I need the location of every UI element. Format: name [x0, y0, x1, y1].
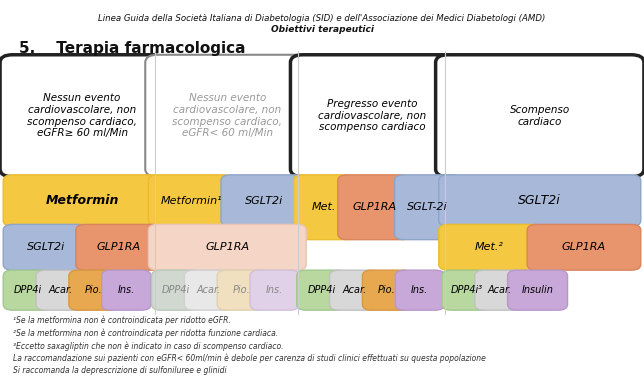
Text: Insulin: Insulin	[522, 285, 553, 295]
FancyBboxPatch shape	[217, 270, 267, 310]
FancyBboxPatch shape	[363, 270, 412, 310]
FancyBboxPatch shape	[3, 224, 88, 270]
Text: Met.²: Met.²	[475, 242, 504, 252]
Text: ³Eccetto saxagliptin che non è indicato in caso di scompenso cardiaco.: ³Eccetto saxagliptin che non è indicato …	[13, 341, 283, 351]
FancyBboxPatch shape	[439, 224, 540, 270]
Text: Acar.: Acar.	[488, 285, 511, 295]
FancyBboxPatch shape	[442, 270, 491, 310]
Text: GLP1RA: GLP1RA	[562, 242, 606, 252]
Text: Linea Guida della Società Italiana di Diabetologia (SID) e dell'Associazione dei: Linea Guida della Società Italiana di Di…	[99, 13, 545, 23]
Text: ¹Se la metformina non è controindicata per ridotto eGFR.: ¹Se la metformina non è controindicata p…	[13, 316, 231, 325]
FancyBboxPatch shape	[76, 224, 161, 270]
FancyBboxPatch shape	[475, 270, 524, 310]
Text: Acar.: Acar.	[197, 285, 221, 295]
Text: Obiettivi terapeutici: Obiettivi terapeutici	[270, 25, 374, 34]
FancyBboxPatch shape	[221, 175, 306, 226]
FancyBboxPatch shape	[527, 224, 641, 270]
FancyBboxPatch shape	[3, 270, 52, 310]
Text: Nessun evento
cardiovascolare, non
scompenso cardiaco,
eGFR≥ 60 ml/Min: Nessun evento cardiovascolare, non scomp…	[27, 93, 137, 138]
Text: SGLT2i: SGLT2i	[245, 195, 283, 205]
FancyBboxPatch shape	[338, 175, 410, 240]
Text: Pregresso evento
cardiovascolare, non
scompenso cardiaco: Pregresso evento cardiovascolare, non sc…	[318, 99, 426, 132]
FancyBboxPatch shape	[294, 175, 354, 240]
FancyBboxPatch shape	[151, 270, 201, 310]
Text: Ins.: Ins.	[266, 285, 283, 295]
FancyBboxPatch shape	[395, 175, 461, 240]
FancyBboxPatch shape	[102, 270, 151, 310]
Text: DPP4i³: DPP4i³	[451, 285, 482, 295]
Text: Metformin: Metformin	[46, 194, 118, 207]
Text: Pio.: Pio.	[233, 285, 251, 295]
Text: Ins.: Ins.	[118, 285, 135, 295]
Text: Pio.: Pio.	[84, 285, 102, 295]
Text: Acar.: Acar.	[48, 285, 73, 295]
Text: GLP1RA: GLP1RA	[205, 242, 249, 252]
Text: ²Se la metformina non è controindicata per ridotta funzione cardiaca.: ²Se la metformina non è controindicata p…	[13, 328, 278, 338]
Text: Acar.: Acar.	[342, 285, 366, 295]
FancyBboxPatch shape	[184, 270, 234, 310]
FancyBboxPatch shape	[395, 270, 444, 310]
Text: SGLT2i: SGLT2i	[518, 194, 561, 207]
Text: Scompenso
cardiaco: Scompenso cardiaco	[509, 105, 570, 127]
Text: Ins.: Ins.	[412, 285, 428, 295]
FancyBboxPatch shape	[507, 270, 567, 310]
FancyBboxPatch shape	[148, 175, 234, 226]
FancyBboxPatch shape	[146, 55, 309, 177]
FancyBboxPatch shape	[435, 55, 644, 177]
Text: 5.    Terapia farmacologica: 5. Terapia farmacologica	[19, 41, 245, 56]
Text: DPP4i: DPP4i	[307, 285, 336, 295]
Text: Si raccomanda la deprescrizione di sulfoniluree e glinidi: Si raccomanda la deprescrizione di sulfo…	[13, 366, 226, 375]
FancyBboxPatch shape	[0, 55, 164, 177]
FancyBboxPatch shape	[297, 270, 346, 310]
FancyBboxPatch shape	[148, 224, 306, 270]
Text: La raccomandazione sui pazienti con eGFR< 60ml/min è debole per carenza di studi: La raccomandazione sui pazienti con eGFR…	[13, 354, 486, 363]
Text: Pio.: Pio.	[378, 285, 396, 295]
Text: GLP1RA: GLP1RA	[352, 202, 396, 212]
FancyBboxPatch shape	[250, 270, 299, 310]
FancyBboxPatch shape	[36, 270, 85, 310]
FancyBboxPatch shape	[439, 175, 641, 226]
FancyBboxPatch shape	[3, 175, 161, 226]
Text: GLP1RA: GLP1RA	[97, 242, 140, 252]
Text: DPP4i: DPP4i	[162, 285, 191, 295]
FancyBboxPatch shape	[69, 270, 118, 310]
FancyBboxPatch shape	[290, 55, 455, 177]
Text: Nessun evento
cardiovascolare, non
scompenso cardiaco,
eGFR< 60 ml/Min: Nessun evento cardiovascolare, non scomp…	[173, 93, 282, 138]
Text: SGLT2i: SGLT2i	[26, 242, 65, 252]
Text: Met.: Met.	[312, 202, 336, 212]
FancyBboxPatch shape	[330, 270, 379, 310]
Text: DPP4i: DPP4i	[14, 285, 42, 295]
Text: Metformin¹: Metformin¹	[160, 195, 222, 205]
Text: SGLT-2i: SGLT-2i	[408, 202, 448, 212]
